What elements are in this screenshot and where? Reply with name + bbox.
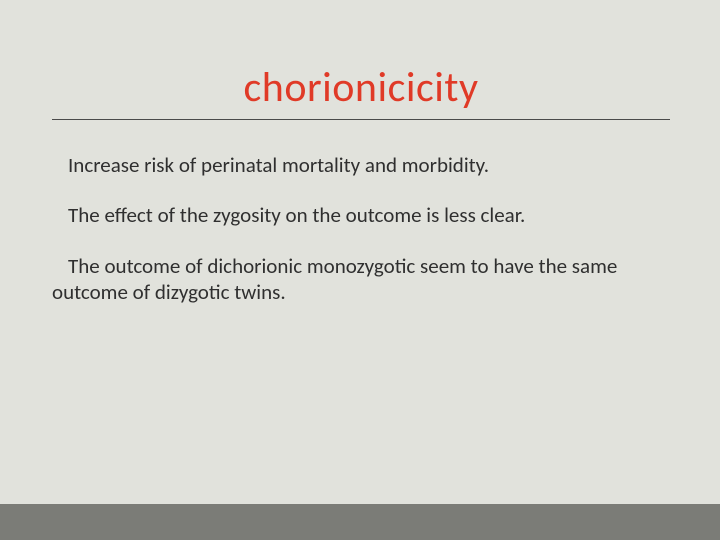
body-paragraph: Increase risk of perinatal mortality and… bbox=[52, 152, 664, 178]
slide-title: chorionicicity bbox=[52, 62, 670, 113]
footer-bar bbox=[0, 504, 720, 540]
body-paragraph: The effect of the zygosity on the outcom… bbox=[52, 202, 664, 228]
title-container: chorionicicity bbox=[52, 62, 670, 120]
slide: chorionicicity Increase risk of perinata… bbox=[0, 0, 720, 540]
body-paragraph: The outcome of dichorionic monozygotic s… bbox=[52, 253, 664, 306]
slide-body: Increase risk of perinatal mortality and… bbox=[52, 152, 664, 329]
